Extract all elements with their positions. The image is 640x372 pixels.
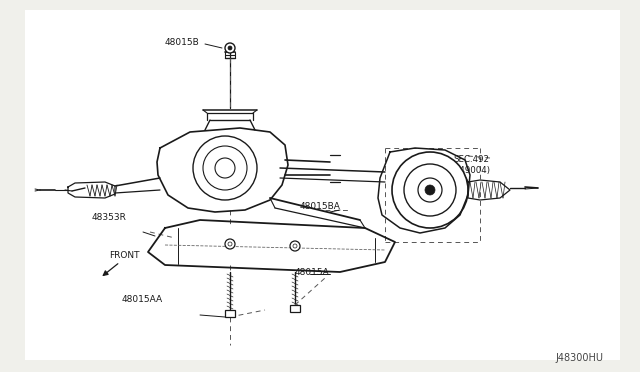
Text: FRONT: FRONT bbox=[109, 251, 140, 260]
Polygon shape bbox=[290, 305, 300, 312]
Circle shape bbox=[404, 164, 456, 216]
Circle shape bbox=[228, 46, 232, 50]
Circle shape bbox=[228, 242, 232, 246]
Circle shape bbox=[418, 178, 442, 202]
Text: J48300HU: J48300HU bbox=[555, 353, 603, 363]
Circle shape bbox=[290, 241, 300, 251]
Circle shape bbox=[225, 239, 235, 249]
Circle shape bbox=[215, 158, 235, 178]
Circle shape bbox=[193, 136, 257, 200]
Circle shape bbox=[225, 43, 235, 53]
Text: 48015A: 48015A bbox=[295, 268, 330, 277]
Text: 48015AA: 48015AA bbox=[122, 295, 163, 304]
Text: SEC.492: SEC.492 bbox=[453, 155, 489, 164]
Circle shape bbox=[203, 146, 247, 190]
Circle shape bbox=[293, 244, 297, 248]
Text: 48015BA: 48015BA bbox=[300, 202, 341, 211]
Text: 48353R: 48353R bbox=[92, 213, 127, 222]
Polygon shape bbox=[225, 310, 235, 317]
FancyBboxPatch shape bbox=[25, 10, 620, 360]
Text: (49004): (49004) bbox=[456, 166, 490, 175]
Text: 48015B: 48015B bbox=[165, 38, 200, 47]
Circle shape bbox=[425, 185, 435, 195]
Circle shape bbox=[392, 152, 468, 228]
